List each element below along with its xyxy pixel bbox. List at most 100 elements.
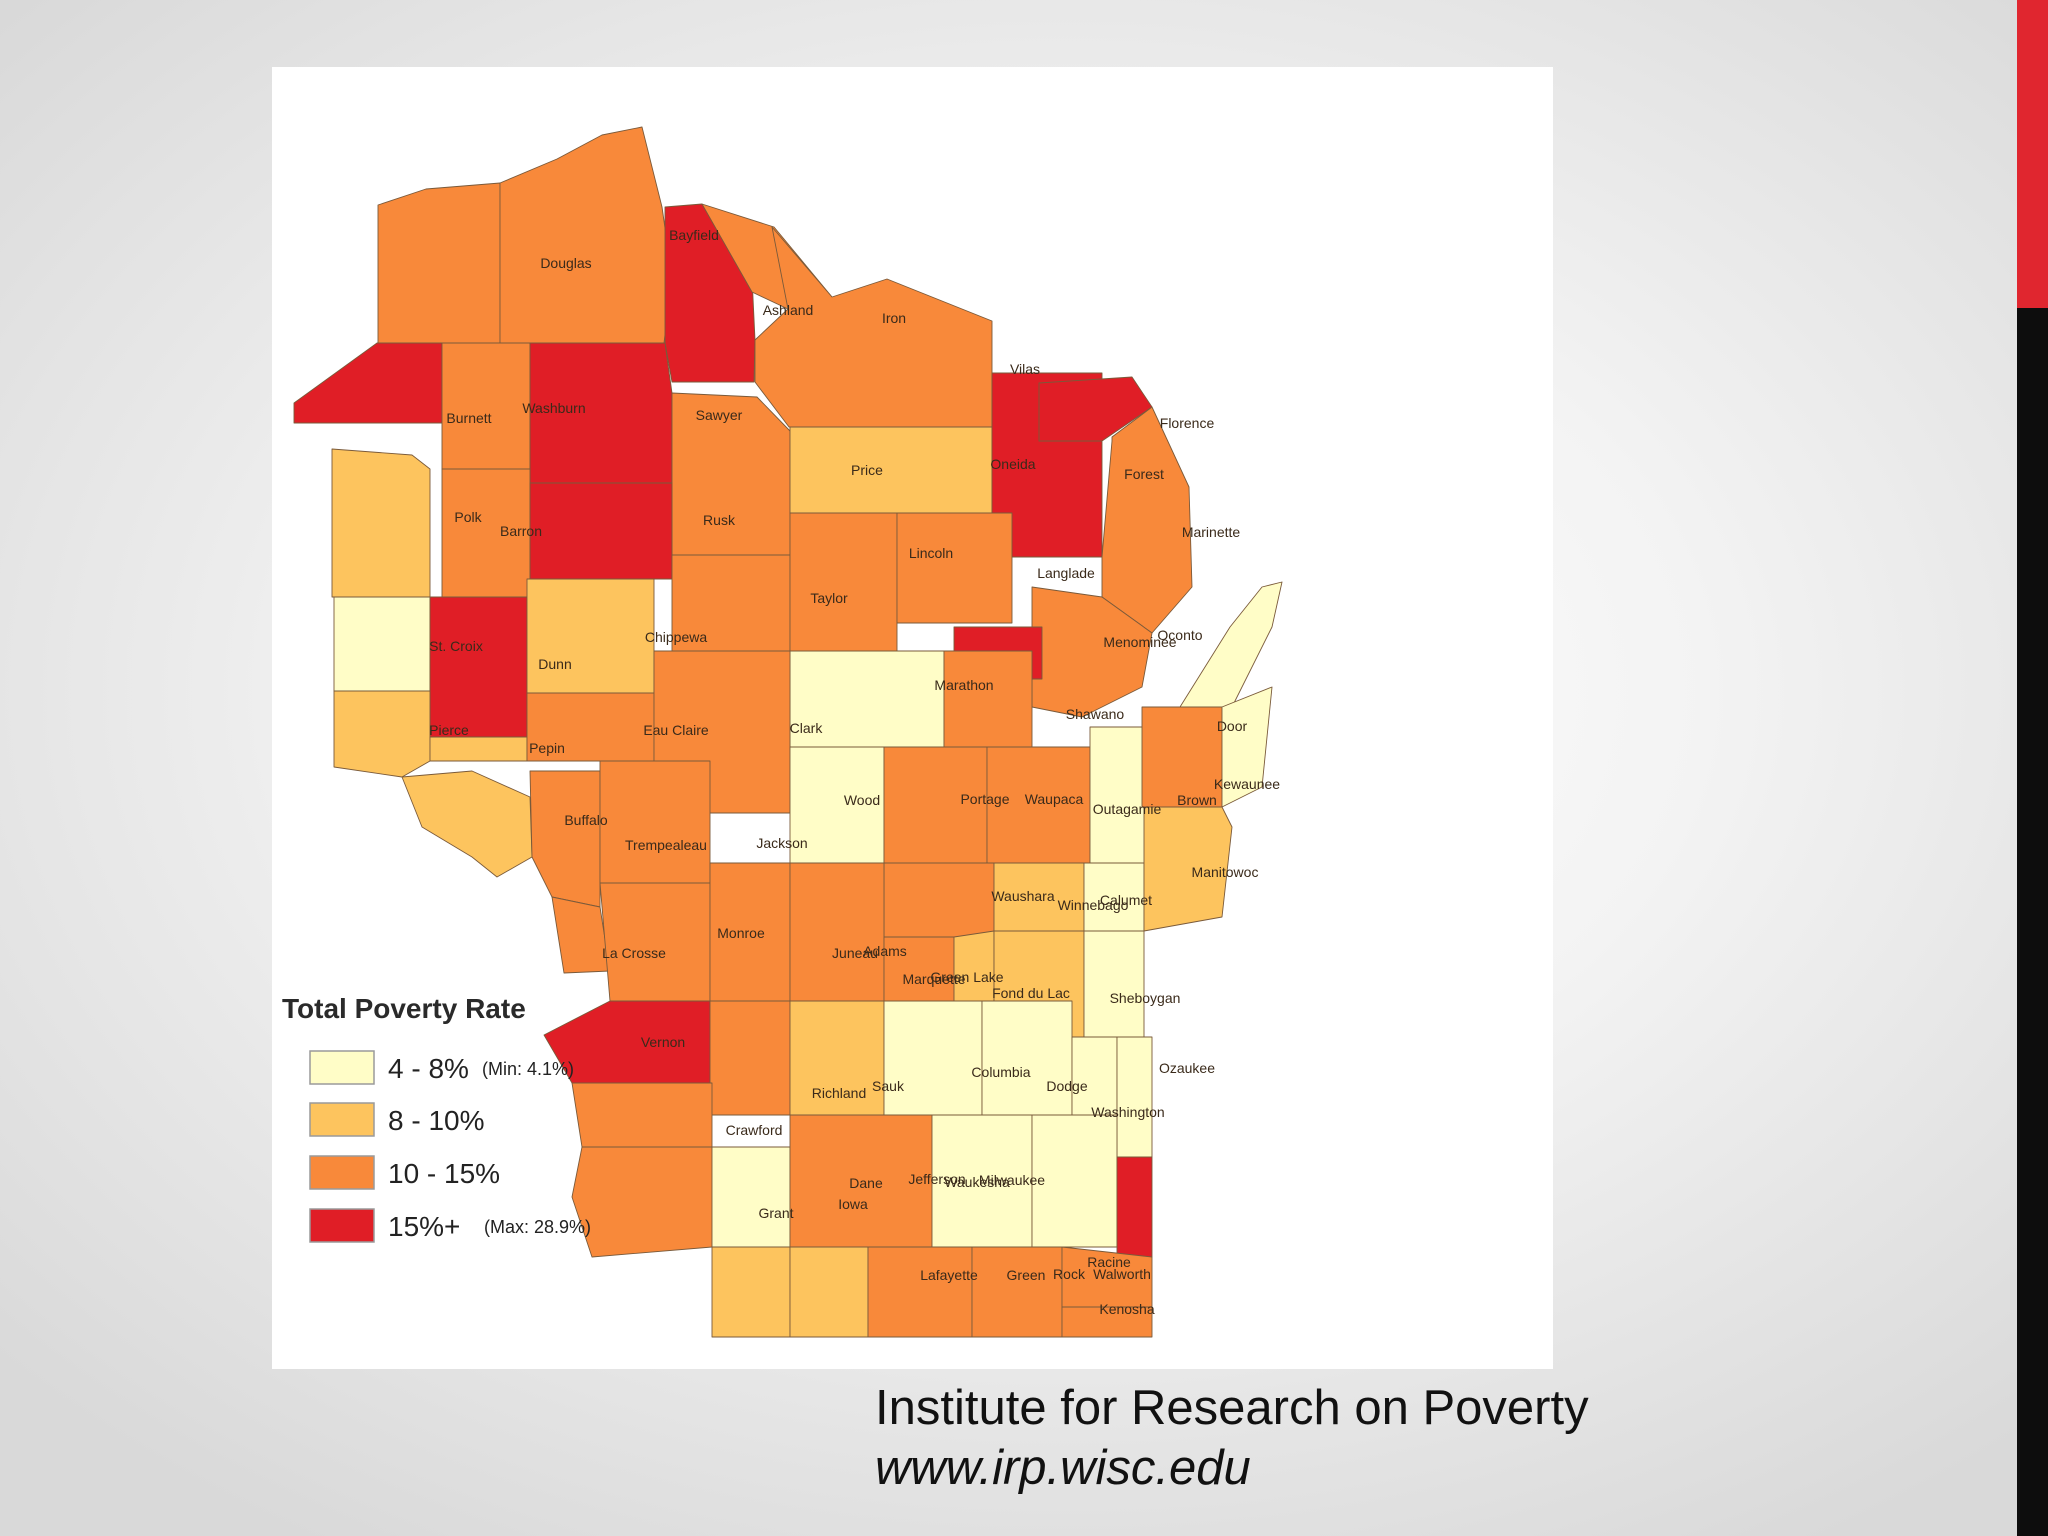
county-label-monroe: Monroe bbox=[717, 925, 765, 941]
county-oneida[interactable] bbox=[789, 426, 993, 514]
county-label-manitowoc: Manitowoc bbox=[1192, 864, 1259, 880]
county-sheboygan[interactable] bbox=[1083, 930, 1145, 1038]
county-lincoln[interactable] bbox=[789, 512, 898, 652]
county-lafayette[interactable] bbox=[711, 1246, 791, 1338]
county-label-lincoln: Lincoln bbox=[909, 545, 953, 561]
county-bayfield[interactable] bbox=[499, 126, 673, 344]
county-label-jefferson: Jefferson bbox=[908, 1171, 965, 1187]
county-label-green-lake: Green Lake bbox=[930, 969, 1003, 985]
county-label-polk: Polk bbox=[454, 509, 482, 525]
county-label-portage: Portage bbox=[960, 791, 1009, 807]
legend-swatch-3 bbox=[309, 1155, 375, 1190]
county-label-langlade: Langlade bbox=[1037, 565, 1095, 581]
county-label-iron: Iron bbox=[882, 310, 906, 326]
county-label-marathon: Marathon bbox=[934, 677, 993, 693]
county-label-washington: Washington bbox=[1091, 1104, 1164, 1120]
county-label-sauk: Sauk bbox=[872, 1078, 905, 1094]
county-label-st-croix: St. Croix bbox=[429, 638, 483, 654]
county-label-shawano: Shawano bbox=[1066, 706, 1125, 722]
county-adams[interactable] bbox=[789, 862, 885, 1002]
county-label-pierce: Pierce bbox=[429, 722, 469, 738]
county-label-iowa: Iowa bbox=[838, 1196, 868, 1212]
legend-range-1: 4 - 8% bbox=[388, 1053, 469, 1084]
county-label-grant: Grant bbox=[758, 1205, 793, 1221]
county-walworth[interactable] bbox=[971, 1246, 1063, 1338]
county-marinette[interactable] bbox=[1101, 406, 1193, 634]
county-label-burnett: Burnett bbox=[446, 410, 491, 426]
county-vilas[interactable] bbox=[754, 226, 993, 428]
county-green-lake[interactable] bbox=[953, 930, 995, 1002]
county-trempealeau[interactable] bbox=[529, 770, 601, 908]
county-dunn[interactable] bbox=[429, 596, 528, 738]
county-label-kewaunee: Kewaunee bbox=[1214, 776, 1280, 792]
county-label-jackson: Jackson bbox=[756, 835, 807, 851]
county-label-menominee: Menominee bbox=[1103, 634, 1176, 650]
county-florence[interactable] bbox=[1038, 376, 1153, 442]
credit-url[interactable]: www.irp.wisc.edu bbox=[875, 1441, 1251, 1495]
county-manitowoc[interactable] bbox=[1143, 806, 1233, 932]
county-label-columbia: Columbia bbox=[971, 1064, 1030, 1080]
county-columbia[interactable] bbox=[883, 1000, 983, 1116]
county-shawano[interactable] bbox=[943, 650, 1033, 748]
county-label-door: Door bbox=[1217, 718, 1248, 734]
county-label-dunn: Dunn bbox=[538, 656, 571, 672]
county-milwaukee[interactable] bbox=[1116, 1156, 1153, 1258]
county-label-waushara: Waushara bbox=[991, 888, 1055, 904]
county-crawford[interactable] bbox=[571, 1082, 713, 1148]
county-st-croix[interactable] bbox=[333, 596, 431, 692]
county-polk[interactable] bbox=[331, 448, 431, 598]
county-la-crosse[interactable] bbox=[551, 896, 611, 974]
county-pepin[interactable] bbox=[429, 736, 528, 762]
county-label-oconto: Oconto bbox=[1157, 627, 1202, 643]
county-label-milwaukee: Milwaukee bbox=[979, 1172, 1045, 1188]
county-iowa[interactable] bbox=[711, 1146, 791, 1248]
county-ozaukee[interactable] bbox=[1116, 1036, 1153, 1158]
county-green[interactable] bbox=[789, 1246, 869, 1338]
county-washburn[interactable] bbox=[441, 342, 531, 470]
county-label-crawford: Crawford bbox=[726, 1122, 783, 1138]
county-kenosha[interactable] bbox=[1061, 1306, 1153, 1338]
county-chippewa[interactable] bbox=[526, 578, 655, 694]
county-label-la-crosse: La Crosse bbox=[602, 945, 666, 961]
county-label-marquette: Marquette bbox=[902, 971, 965, 987]
county-label-dodge: Dodge bbox=[1046, 1078, 1087, 1094]
county-label-buffalo: Buffalo bbox=[564, 812, 608, 828]
county-label-forest: Forest bbox=[1124, 466, 1164, 482]
county-label-calumet: Calumet bbox=[1100, 892, 1152, 908]
county-burnett[interactable] bbox=[293, 342, 443, 424]
county-dodge[interactable] bbox=[981, 1000, 1073, 1116]
county-douglas[interactable] bbox=[377, 182, 501, 344]
legend-range-3: 10 - 15% bbox=[388, 1158, 500, 1189]
county-pierce[interactable] bbox=[333, 690, 431, 778]
county-rock[interactable] bbox=[867, 1246, 973, 1338]
legend-note-1: (Min: 4.1%) bbox=[482, 1059, 574, 1079]
county-kewaunee[interactable] bbox=[1221, 686, 1273, 808]
county-label-washburn: Washburn bbox=[522, 400, 585, 416]
map-canvas: Douglas Bayfield Ashland Iron Vilas Burnett Wa… bbox=[282, 126, 1283, 1338]
legend: Total Poverty Rate 4 - 8% (Min: 4.1%) 8 - … bbox=[282, 993, 591, 1243]
county-rusk[interactable] bbox=[529, 482, 673, 580]
county-label-racine: Racine bbox=[1087, 1254, 1131, 1270]
county-label-fond-du-lac: Fond du Lac bbox=[992, 985, 1070, 1001]
slide-accent-bar bbox=[2017, 0, 2048, 1536]
county-label-rusk: Rusk bbox=[703, 512, 736, 528]
county-label-trempealeau: Trempealeau bbox=[625, 837, 707, 853]
county-jackson[interactable] bbox=[599, 760, 711, 884]
county-label-winnebago: Winnebago bbox=[1058, 897, 1129, 913]
county-monroe[interactable] bbox=[599, 882, 711, 1002]
county-buffalo[interactable] bbox=[401, 770, 533, 878]
county-richland[interactable] bbox=[709, 1000, 791, 1116]
county-label-ashland: Ashland bbox=[763, 302, 814, 318]
county-label-bayfield: Bayfield bbox=[669, 227, 719, 243]
credits: Institute for Research on Poverty www.ir… bbox=[875, 1378, 1589, 1498]
county-label-outagamie: Outagamie bbox=[1093, 801, 1162, 817]
wisconsin-poverty-map: Douglas Bayfield Ashland Iron Vilas Burnett Wa… bbox=[272, 67, 1553, 1369]
legend-note-4: (Max: 28.9%) bbox=[484, 1217, 591, 1237]
legend-swatch-1 bbox=[309, 1050, 375, 1085]
county-waushara[interactable] bbox=[883, 862, 995, 938]
county-label-kenosha: Kenosha bbox=[1099, 1301, 1154, 1317]
county-langlade[interactable] bbox=[896, 512, 1013, 624]
county-label-marinette: Marinette bbox=[1182, 524, 1241, 540]
county-grant[interactable] bbox=[571, 1146, 713, 1258]
county-label-green: Green bbox=[1007, 1267, 1046, 1283]
